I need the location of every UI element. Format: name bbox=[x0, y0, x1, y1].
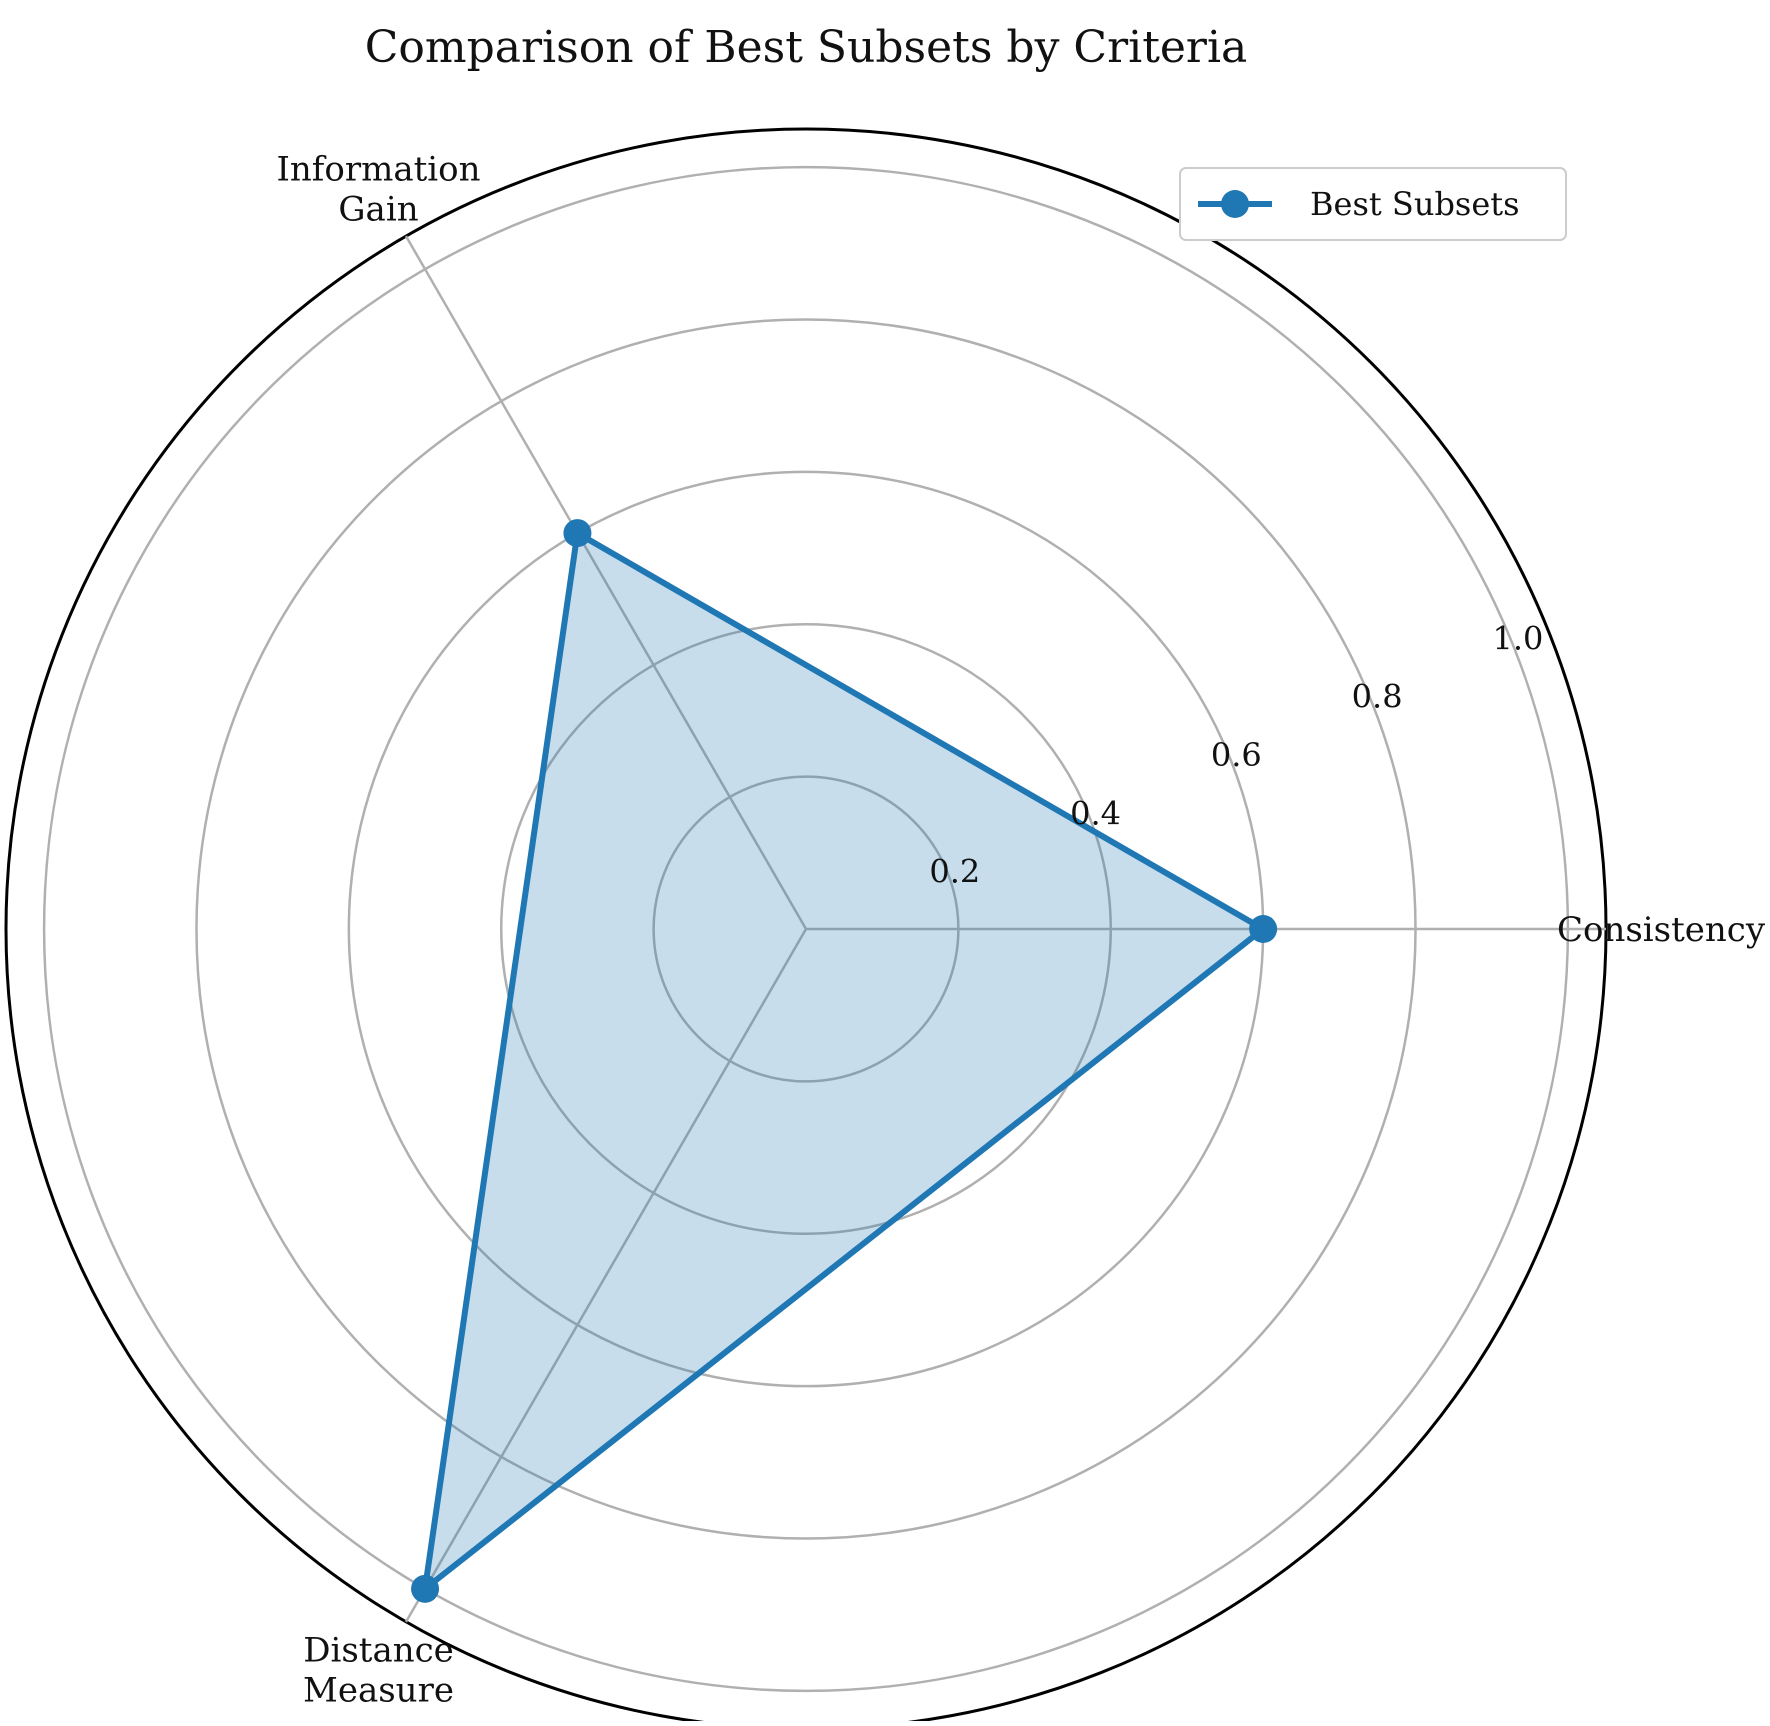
r-tick-label-2: 0.6 bbox=[1211, 736, 1262, 774]
legend-marker bbox=[1221, 190, 1249, 218]
series-0-line bbox=[422, 530, 1267, 1592]
grid-spoke-1 bbox=[404, 235, 808, 930]
grid-spoke-2 bbox=[404, 928, 808, 1623]
r-tick-label-0: 0.2 bbox=[929, 853, 980, 891]
label-layer: 0.2 0.4 0.6 0.8 1.0 Consistency Information Gai… bbox=[276, 150, 1765, 1711]
r-tick-label-4: 1.0 bbox=[1492, 619, 1543, 657]
data-layer bbox=[411, 519, 1278, 1603]
chart-title: Comparison of Best Subsets by Criteria bbox=[365, 22, 1248, 73]
r-tick-label-3: 0.8 bbox=[1352, 678, 1403, 716]
legend-frame bbox=[1179, 167, 1567, 241]
axis-label-1: Information Gain bbox=[276, 150, 480, 230]
axis-label-0: Consistency bbox=[1557, 910, 1766, 950]
series-0-point-0 bbox=[1249, 915, 1278, 943]
series-0-point-2 bbox=[411, 1574, 440, 1603]
legend-label: Best Subsets bbox=[1310, 185, 1520, 223]
series-0-point-1 bbox=[563, 519, 592, 548]
legend: Best Subsets bbox=[1179, 167, 1567, 241]
series-0-area bbox=[425, 533, 1264, 1589]
axis-label-2: Distance Measure bbox=[303, 1630, 454, 1710]
grid-layer bbox=[4, 127, 1608, 1726]
r-tick-label-1: 0.4 bbox=[1070, 794, 1121, 832]
